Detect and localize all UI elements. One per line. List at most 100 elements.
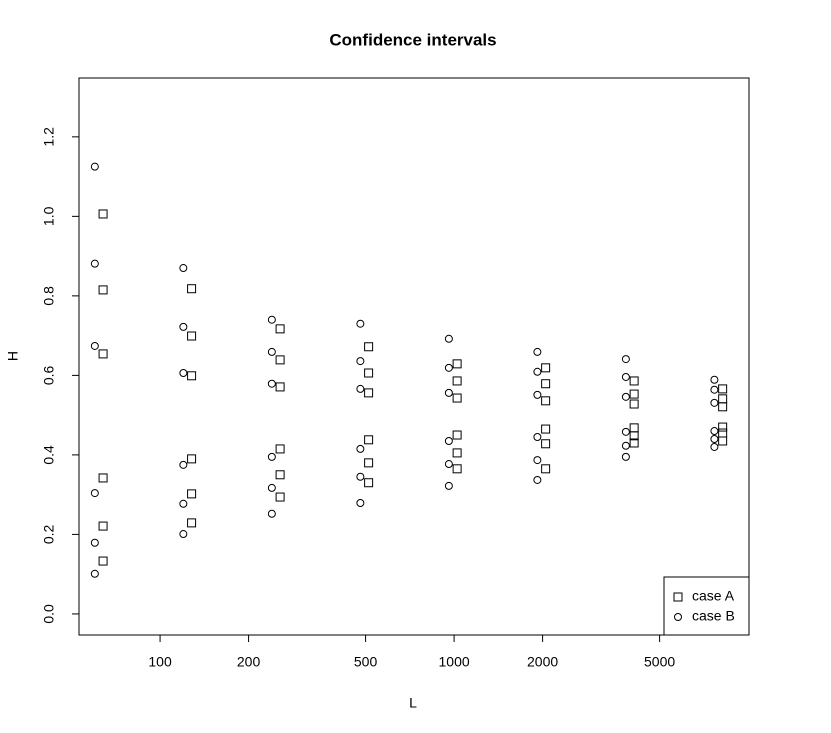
point bbox=[356, 384, 365, 393]
point bbox=[187, 489, 197, 499]
point bbox=[364, 435, 374, 445]
y-tick-label: 1.0 bbox=[41, 206, 57, 226]
point bbox=[533, 367, 542, 376]
point bbox=[444, 436, 453, 445]
point bbox=[267, 483, 276, 492]
point bbox=[621, 372, 630, 381]
point bbox=[541, 363, 551, 373]
point bbox=[452, 359, 462, 369]
point bbox=[98, 349, 108, 359]
legend-label: case A bbox=[692, 588, 735, 604]
point bbox=[444, 388, 453, 397]
point bbox=[452, 430, 462, 440]
point bbox=[710, 375, 719, 384]
point bbox=[621, 427, 630, 436]
point bbox=[710, 398, 719, 407]
point bbox=[187, 518, 197, 528]
y-tick-label: 0.6 bbox=[41, 365, 57, 385]
point bbox=[710, 442, 719, 451]
point bbox=[621, 355, 630, 364]
point bbox=[533, 475, 542, 484]
point bbox=[541, 379, 551, 389]
x-tick-label: 200 bbox=[237, 654, 261, 670]
point bbox=[621, 392, 630, 401]
point bbox=[533, 347, 542, 356]
point bbox=[187, 371, 197, 381]
point bbox=[267, 347, 276, 356]
point bbox=[364, 458, 374, 468]
legend-label: case B bbox=[692, 608, 735, 624]
x-tick-label: 500 bbox=[354, 654, 378, 670]
y-tick-label: 0.2 bbox=[41, 524, 57, 544]
point bbox=[187, 331, 197, 341]
point bbox=[444, 481, 453, 490]
point bbox=[710, 385, 719, 394]
point bbox=[629, 431, 639, 441]
point bbox=[541, 424, 551, 434]
y-axis-label: H bbox=[5, 351, 21, 361]
point bbox=[533, 390, 542, 399]
point bbox=[444, 460, 453, 469]
point bbox=[452, 448, 462, 458]
point bbox=[275, 444, 285, 454]
point bbox=[267, 509, 276, 518]
point bbox=[90, 259, 99, 268]
point bbox=[356, 357, 365, 366]
point bbox=[444, 334, 453, 343]
x-tick-label: 2000 bbox=[527, 654, 558, 670]
point bbox=[179, 460, 188, 469]
point bbox=[444, 363, 453, 372]
point bbox=[541, 464, 551, 474]
point bbox=[621, 441, 630, 450]
point bbox=[621, 452, 630, 461]
point bbox=[275, 492, 285, 502]
point bbox=[187, 454, 197, 464]
point bbox=[629, 399, 639, 409]
x-tick-label: 5000 bbox=[644, 654, 675, 670]
point bbox=[90, 538, 99, 547]
y-tick-label: 0.4 bbox=[41, 445, 57, 465]
point bbox=[710, 434, 719, 443]
point bbox=[98, 521, 108, 531]
point bbox=[267, 379, 276, 388]
point bbox=[179, 499, 188, 508]
point bbox=[452, 464, 462, 474]
point bbox=[356, 444, 365, 453]
point bbox=[629, 438, 639, 448]
point bbox=[90, 489, 99, 498]
x-axis-label: L bbox=[409, 695, 417, 711]
legend-symbol bbox=[673, 592, 683, 602]
point bbox=[718, 436, 728, 446]
point bbox=[98, 209, 108, 219]
point bbox=[179, 368, 188, 377]
x-tick-label: 100 bbox=[148, 654, 172, 670]
point bbox=[356, 472, 365, 481]
point bbox=[275, 355, 285, 365]
point bbox=[179, 322, 188, 331]
point bbox=[90, 162, 99, 171]
point bbox=[98, 556, 108, 566]
point bbox=[187, 284, 197, 294]
point bbox=[541, 396, 551, 406]
point bbox=[98, 285, 108, 295]
point bbox=[533, 456, 542, 465]
point bbox=[364, 388, 374, 398]
point bbox=[364, 368, 374, 378]
point bbox=[629, 376, 639, 386]
point bbox=[541, 439, 551, 449]
y-tick-label: 0.0 bbox=[41, 604, 57, 624]
point bbox=[718, 402, 728, 412]
point bbox=[179, 530, 188, 539]
point bbox=[364, 342, 374, 352]
point bbox=[364, 478, 374, 488]
y-tick-label: 0.8 bbox=[41, 286, 57, 306]
point bbox=[267, 315, 276, 324]
legend-box bbox=[663, 576, 750, 636]
point bbox=[629, 389, 639, 399]
x-tick-label: 1000 bbox=[439, 654, 470, 670]
point bbox=[267, 452, 276, 461]
point bbox=[452, 376, 462, 386]
point bbox=[718, 422, 728, 432]
